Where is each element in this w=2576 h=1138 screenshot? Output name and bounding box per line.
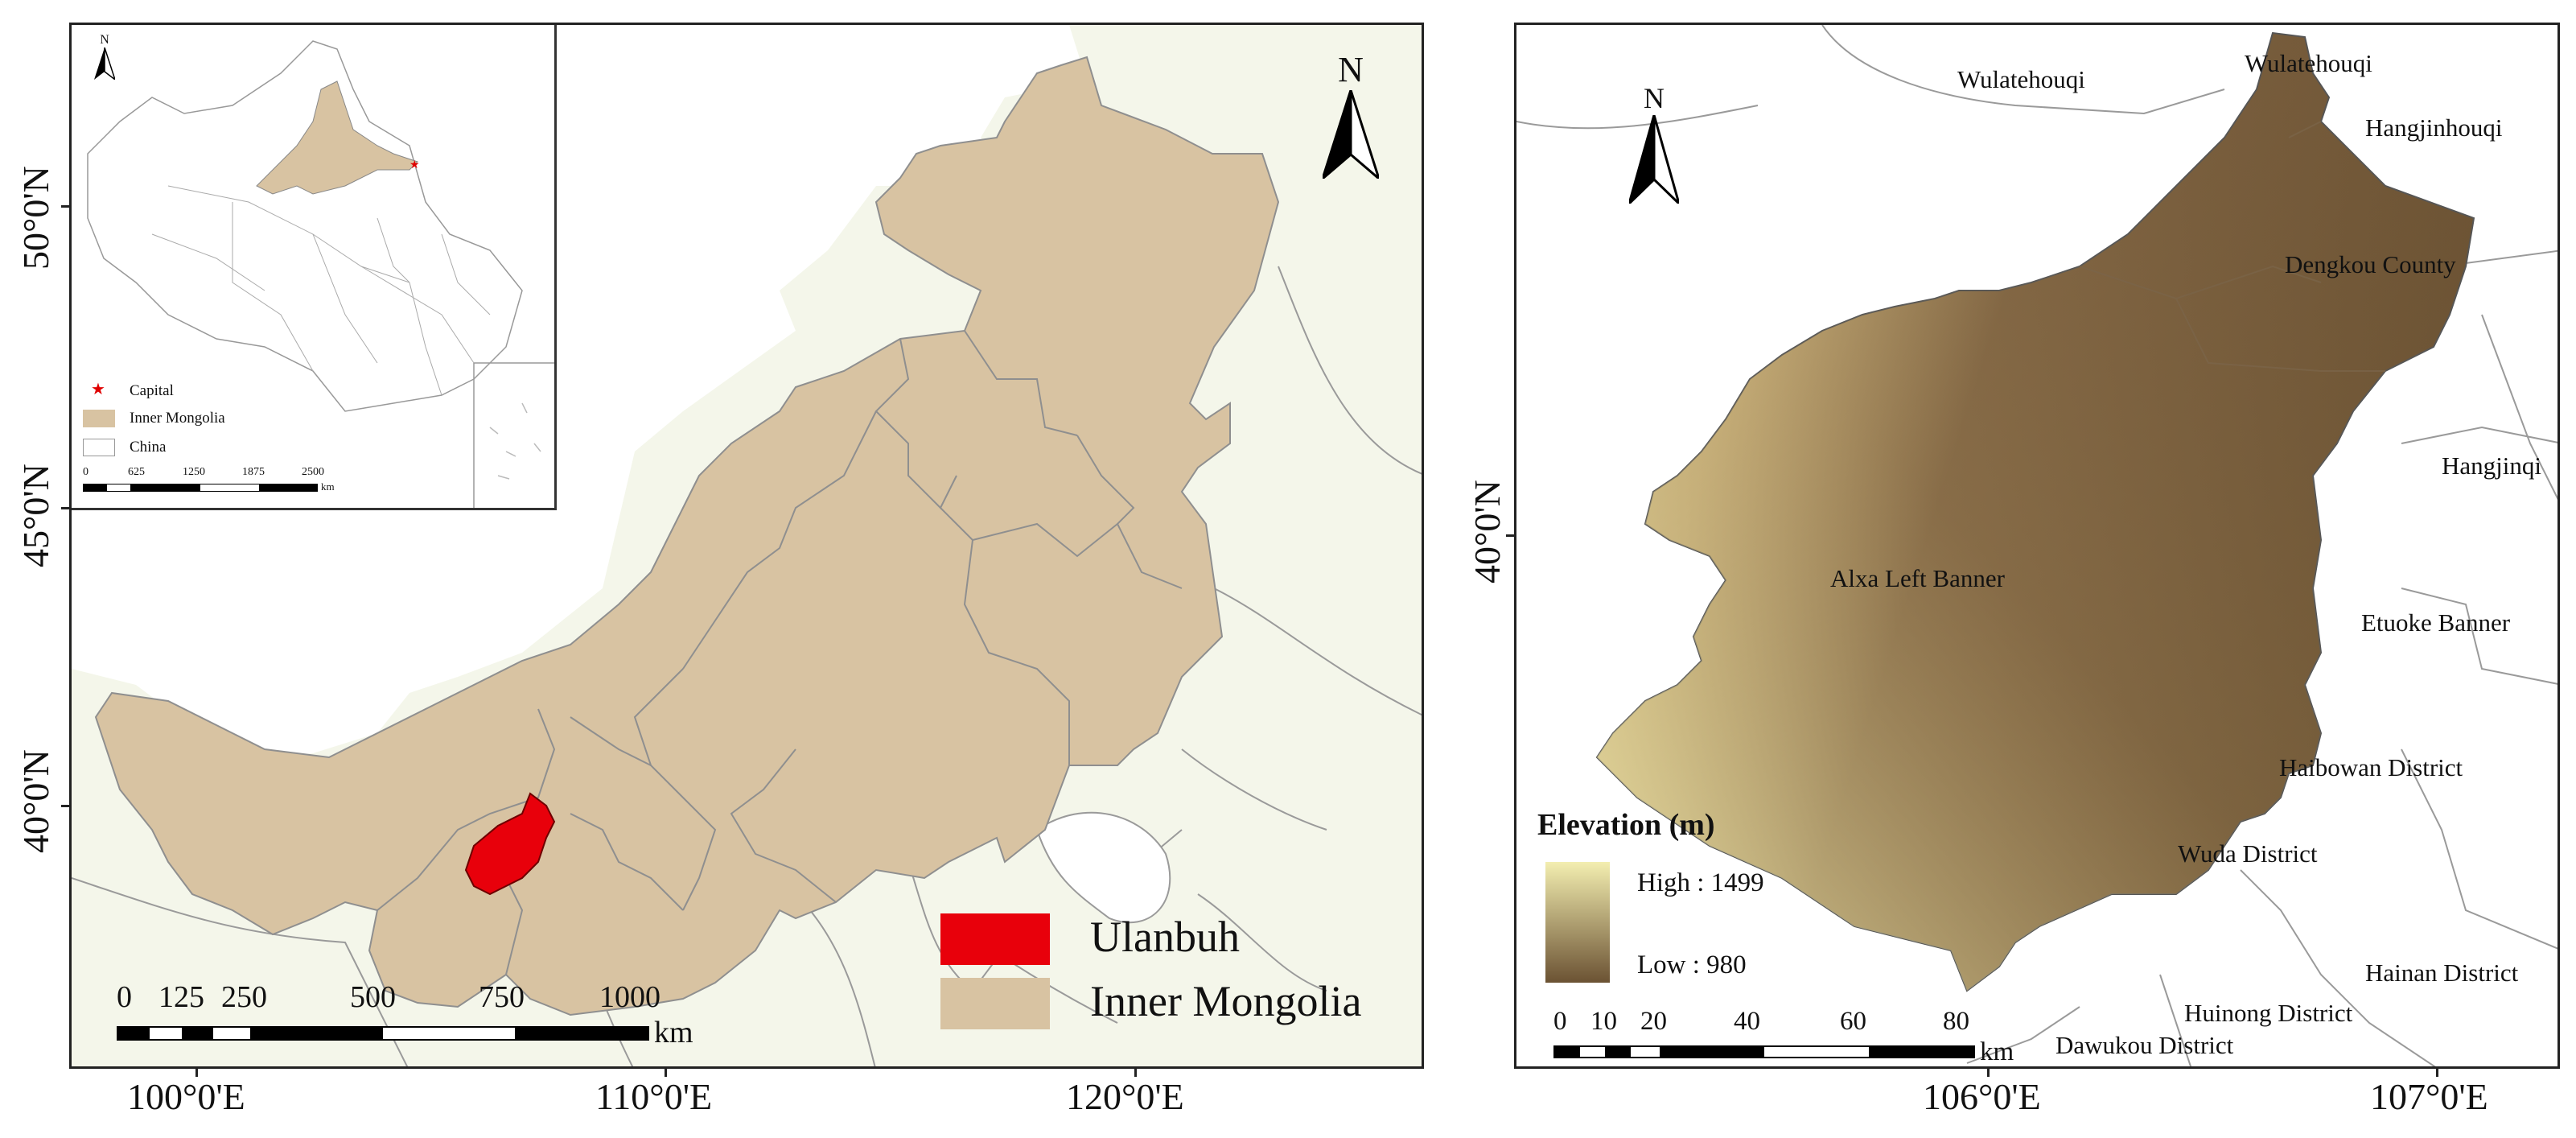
tick	[2436, 1069, 2438, 1077]
right-scale-0: 0	[1553, 1007, 1567, 1036]
right-scale-40: 40	[1734, 1007, 1760, 1036]
elevation-high-label: High : 1499	[1637, 868, 1764, 897]
legend-china-label: China	[130, 439, 167, 456]
inner-mongolia-main-swatch	[940, 978, 1050, 1029]
tick	[61, 507, 69, 509]
inset-north-arrow-icon: N	[94, 33, 115, 80]
china-inset-map: ★ N ★ Capital Inner Mongolia China	[72, 25, 557, 510]
tick	[195, 1069, 198, 1077]
lat-label-40n: 40°0'N	[15, 749, 56, 853]
scale-0: 0	[117, 980, 132, 1014]
right-scale-20: 20	[1640, 1007, 1667, 1036]
scale-bar: 0 125 250 500 750 1000 km	[117, 979, 728, 1052]
inset-scale-1: 625	[128, 466, 145, 478]
inset-scale-3: 1875	[242, 466, 265, 478]
elevation-legend-title: Elevation (m)	[1537, 808, 1715, 842]
legend-inner-mongolia-label: Inner Mongolia	[130, 410, 225, 427]
scale-750: 750	[479, 980, 525, 1014]
place-hainan-district: Hainan District	[2365, 959, 2519, 987]
league-boundaries	[377, 330, 1183, 975]
right-scale-unit: km	[1980, 1037, 2014, 1066]
ulanbuh-swatch	[940, 913, 1050, 965]
inset-scale-4: 2500	[302, 466, 324, 478]
place-dawukou-district: Dawukou District	[2055, 1031, 2234, 1059]
scale-unit: km	[654, 1016, 693, 1049]
scale-125: 125	[158, 980, 204, 1014]
scale-250: 250	[221, 980, 267, 1014]
inset-north-label: N	[100, 33, 109, 47]
scale-500: 500	[350, 980, 396, 1014]
place-hangjinqi: Hangjinqi	[2442, 451, 2541, 480]
inner-mongolia-region	[94, 56, 1280, 1016]
place-huinong-district: Huinong District	[2184, 999, 2353, 1027]
tick	[61, 205, 69, 208]
elevation-color-ramp	[1545, 862, 1610, 983]
place-hangjinhouqi: Hangjinhouqi	[2365, 113, 2503, 142]
svg-text:★: ★	[409, 159, 420, 171]
legend-ulanbuh-label: Ulanbuh	[1090, 913, 1240, 961]
legend-inner-mongolia-main-label: Inner Mongolia	[1090, 977, 1362, 1025]
place-wuda-district: Wuda District	[2178, 839, 2318, 868]
lon-label-120e: 120°0'E	[1066, 1076, 1184, 1117]
china-outline: ★	[87, 40, 554, 508]
right-scale-80: 80	[1943, 1007, 1969, 1036]
admin-boundaries	[1516, 25, 2557, 1066]
inner-mongolia-swatch	[83, 410, 115, 427]
place-etuoke-banner: Etuoke Banner	[2361, 608, 2511, 637]
ulanbuh-elevation-panel: Wulatehouqi Wulatehouqi Hangjinhouqi Den…	[1514, 23, 2560, 1069]
china-swatch	[83, 439, 115, 456]
lat-label-50n: 50°0'N	[15, 166, 56, 270]
place-dengkou-county: Dengkou County	[2285, 250, 2456, 278]
right-scale-bar: 0 10 20 40 60 80 km	[1553, 1007, 2068, 1066]
tick	[1506, 534, 1514, 537]
elevation-low-label: Low : 980	[1637, 950, 1747, 979]
north-label: N	[1338, 50, 1364, 89]
inset-scale-unit: km	[321, 480, 335, 493]
legend-capital-label: Capital	[130, 382, 174, 399]
tick	[1987, 1069, 1990, 1077]
tick	[665, 1069, 667, 1077]
tick	[61, 805, 69, 807]
place-haibowan-district: Haibowan District	[2279, 753, 2463, 781]
lon-label-110e: 110°0'E	[595, 1076, 713, 1117]
right-lon-label-107e: 107°0'E	[2370, 1076, 2488, 1117]
right-north-label: N	[1644, 82, 1665, 114]
inset-scale-0: 0	[83, 466, 88, 478]
place-wulatehouqi-east: Wulatehouqi	[2245, 49, 2372, 77]
lat-label-45n: 45°0'N	[15, 464, 56, 567]
place-alxa-left-banner: Alxa Left Banner	[1830, 564, 2005, 592]
lon-label-100e: 100°0'E	[127, 1076, 245, 1117]
inset-scale-2: 1250	[183, 466, 205, 478]
north-arrow-icon: N	[1323, 49, 1379, 179]
star-icon: ★	[91, 381, 105, 398]
inset-scale-bar: 0 625 1250 1875 2500 km	[83, 466, 405, 498]
right-north-arrow-icon: N	[1629, 81, 1679, 204]
scale-1000: 1000	[599, 980, 660, 1014]
ulanbuh-region	[464, 792, 556, 896]
right-lon-label-106e: 106°0'E	[1923, 1076, 2041, 1117]
regional-map-panel: N ★	[69, 23, 1424, 1069]
right-scale-60: 60	[1840, 1007, 1866, 1036]
place-wulatehouqi-west: Wulatehouqi	[1957, 65, 2085, 93]
right-scale-10: 10	[1590, 1007, 1617, 1036]
tick	[1134, 1069, 1137, 1077]
elevation-map	[1516, 25, 2557, 1066]
right-lat-label-40n: 40°0'N	[1467, 480, 1508, 583]
